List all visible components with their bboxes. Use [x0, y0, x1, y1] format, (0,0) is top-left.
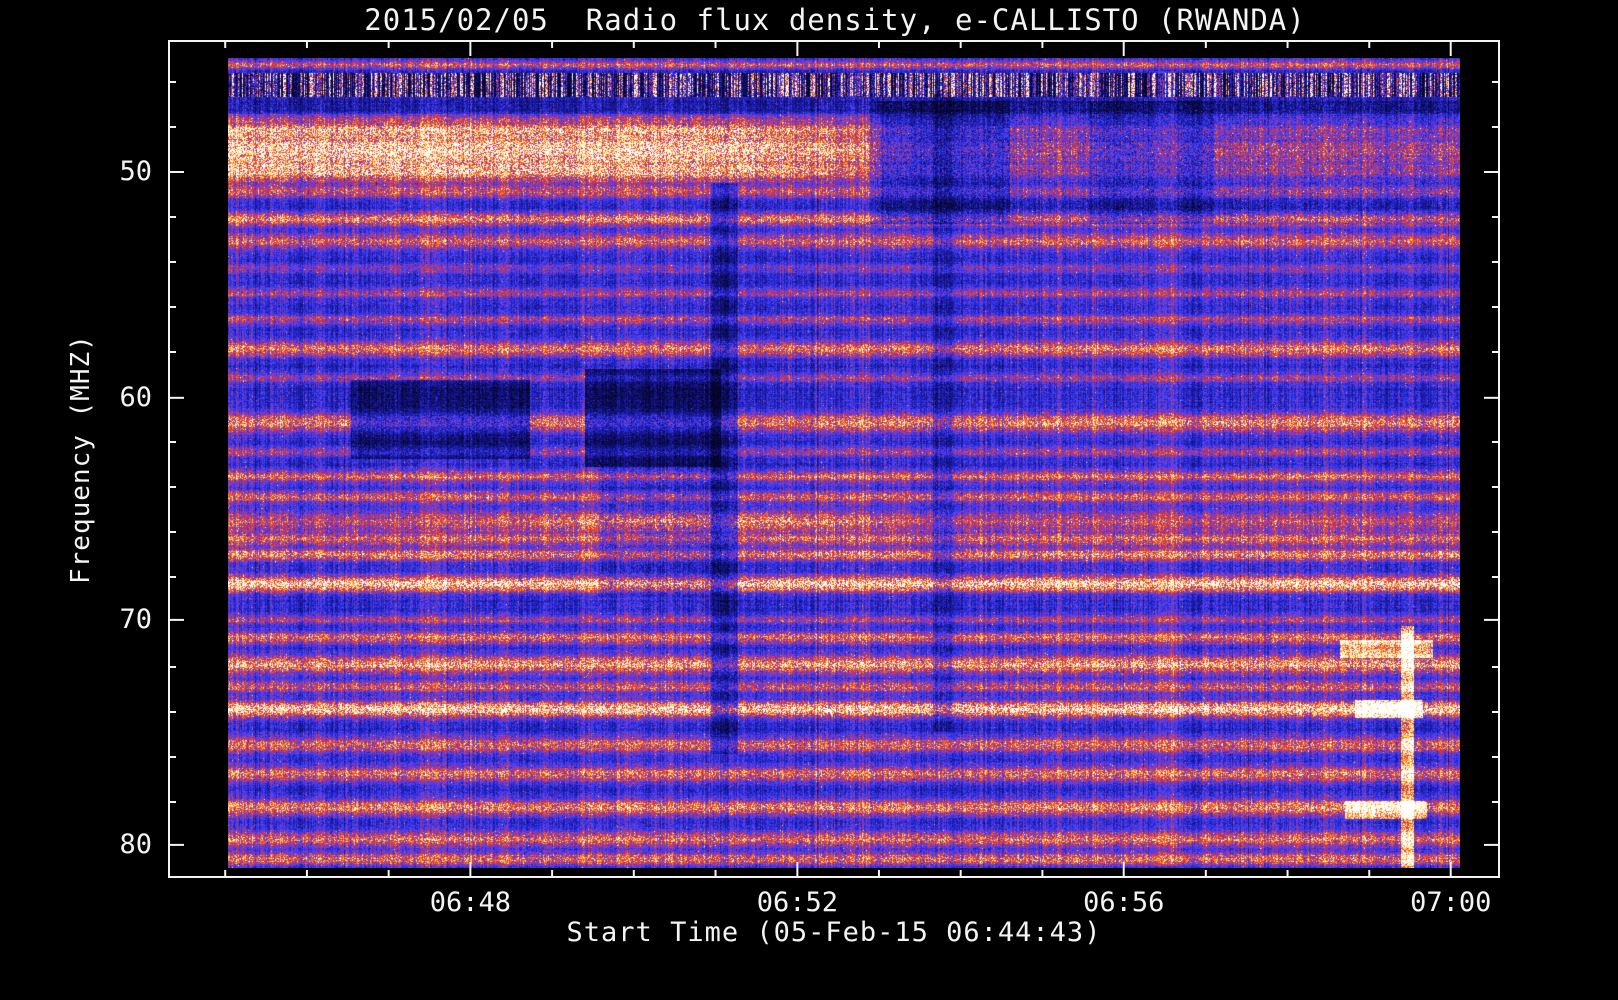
chart-title: 2015/02/05 Radio flux density, e-CALLIST…	[364, 3, 1306, 37]
y-tick-label: 70	[119, 603, 152, 635]
y-tick-label: 50	[119, 155, 152, 187]
x-tick-label: 06:48	[429, 887, 511, 918]
x-tick-label: 06:56	[1083, 887, 1165, 918]
x-axis-label: Start Time (05-Feb-15 06:44:43)	[566, 917, 1102, 948]
plot-axes	[168, 40, 1500, 878]
x-tick-label: 07:00	[1410, 887, 1492, 918]
x-tick-label: 06:52	[756, 887, 838, 918]
y-tick-label: 60	[119, 381, 152, 413]
spectrogram-canvas	[228, 58, 1460, 868]
y-tick-label: 80	[119, 828, 152, 860]
y-tick-labels: 50 60 70 80	[0, 40, 160, 878]
